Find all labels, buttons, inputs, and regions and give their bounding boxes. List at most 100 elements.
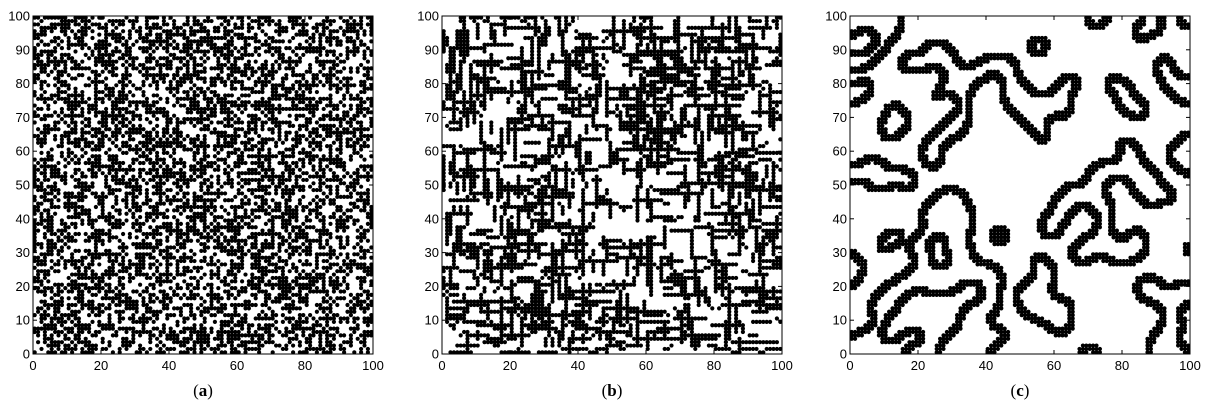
panel-a-point bbox=[348, 154, 353, 159]
panel-a-point bbox=[274, 252, 279, 257]
panel-a-point bbox=[56, 198, 61, 203]
panel-a-point bbox=[216, 333, 221, 338]
panel-a-point bbox=[359, 340, 364, 345]
panel-a-point bbox=[117, 208, 122, 213]
panel-a-point bbox=[178, 343, 183, 348]
panel-a-point bbox=[243, 238, 248, 243]
panel-a-point bbox=[294, 323, 299, 328]
panel-a-point bbox=[348, 340, 353, 345]
panel-a-point bbox=[277, 299, 282, 304]
panel-a-point bbox=[36, 255, 41, 260]
panel-a-point bbox=[348, 343, 353, 348]
panel-a-point bbox=[219, 309, 224, 314]
panel-a-point bbox=[257, 326, 262, 331]
panel-a-point bbox=[257, 340, 262, 345]
panel-a-point bbox=[318, 204, 323, 210]
panel-a-point bbox=[355, 93, 360, 98]
panel-a-point bbox=[359, 350, 364, 355]
panel-a-point bbox=[127, 258, 132, 264]
panel-a-point bbox=[192, 316, 197, 321]
panel-a-point bbox=[287, 316, 292, 321]
panel-a-point bbox=[39, 18, 44, 24]
panel-a-point bbox=[124, 140, 129, 145]
panel-a-point bbox=[59, 218, 64, 223]
panel-a-point bbox=[100, 302, 105, 308]
panel-a-point bbox=[36, 326, 41, 331]
panel-a-point bbox=[267, 282, 272, 287]
panel-a-point bbox=[212, 160, 217, 166]
panel-a-point bbox=[56, 299, 61, 304]
panel-a-point bbox=[83, 285, 88, 291]
panel-a-point bbox=[223, 319, 228, 324]
panel-a-point bbox=[155, 123, 160, 128]
panel-a-point bbox=[311, 32, 316, 37]
panel-a-point bbox=[49, 302, 54, 308]
panel-a-point bbox=[304, 29, 309, 34]
panel-a-point bbox=[53, 323, 58, 328]
panel-a-point bbox=[243, 289, 248, 294]
panel-a-point bbox=[175, 248, 180, 254]
panel-a-point bbox=[257, 133, 262, 139]
panel-a-point bbox=[185, 133, 190, 139]
panel-a-point bbox=[257, 346, 262, 352]
panel-a-point bbox=[53, 302, 58, 308]
panel-a-point bbox=[233, 100, 238, 105]
panel-a-point bbox=[107, 289, 112, 294]
panel-a-point bbox=[80, 282, 85, 287]
panel-a-point bbox=[178, 221, 183, 226]
panel-a-point bbox=[148, 157, 153, 162]
panel-a-point bbox=[114, 309, 119, 314]
panel-a-point bbox=[49, 198, 54, 203]
panel-a-point bbox=[297, 343, 302, 348]
panel-a-point bbox=[246, 323, 251, 328]
panel-a-point bbox=[284, 73, 289, 78]
panel-a-point bbox=[236, 292, 241, 297]
panel-a-point bbox=[42, 79, 48, 85]
panel-a-point bbox=[294, 319, 299, 324]
panel-a-point bbox=[304, 299, 309, 304]
panel-a-point bbox=[138, 25, 143, 30]
panel-a-point bbox=[110, 86, 115, 91]
panel-a-point bbox=[321, 316, 326, 321]
panel-a-point bbox=[206, 225, 211, 230]
panel-a-point bbox=[240, 319, 245, 324]
panel-a-point bbox=[226, 211, 231, 216]
panel-a-point bbox=[141, 323, 146, 328]
panel-a-point bbox=[297, 326, 302, 331]
panel-a-point bbox=[297, 258, 302, 264]
panel-a-point bbox=[308, 340, 313, 345]
panel-a-point bbox=[168, 326, 173, 331]
panel-a-point bbox=[348, 93, 353, 98]
panel-a-point bbox=[362, 343, 367, 348]
panel-a-point bbox=[175, 333, 180, 338]
panel-a-point bbox=[148, 316, 153, 321]
panel-a-point bbox=[216, 265, 221, 270]
panel-a-point bbox=[100, 309, 105, 314]
panel-a-point bbox=[250, 336, 255, 341]
panel-a-point bbox=[83, 100, 88, 105]
panel-a-point bbox=[117, 49, 122, 54]
panel-a-point bbox=[114, 73, 119, 78]
panel-a-point bbox=[49, 319, 54, 324]
panel-a-point bbox=[53, 56, 58, 61]
panel-a-point bbox=[331, 326, 336, 331]
panel-a-point bbox=[287, 329, 292, 335]
panel-a-point bbox=[192, 296, 197, 301]
panel-a-point bbox=[233, 309, 238, 314]
panel-a-point bbox=[36, 177, 41, 183]
panel-a-point bbox=[236, 221, 241, 226]
panel-a-point bbox=[93, 191, 98, 196]
panel-a-point bbox=[280, 292, 285, 297]
panel-a-point bbox=[328, 333, 333, 338]
panel-a-point bbox=[294, 89, 299, 95]
panel-a-point bbox=[110, 326, 115, 331]
panel-a-point bbox=[209, 292, 214, 297]
panel-a-point bbox=[260, 343, 265, 348]
panel-a-point bbox=[141, 329, 146, 335]
panel-a-point bbox=[195, 306, 200, 311]
panel-a-point bbox=[56, 306, 61, 311]
panel-a-point bbox=[110, 350, 115, 355]
panel-a-point bbox=[80, 147, 85, 152]
panel-a-point bbox=[274, 59, 279, 64]
panel-a-point bbox=[369, 319, 374, 324]
